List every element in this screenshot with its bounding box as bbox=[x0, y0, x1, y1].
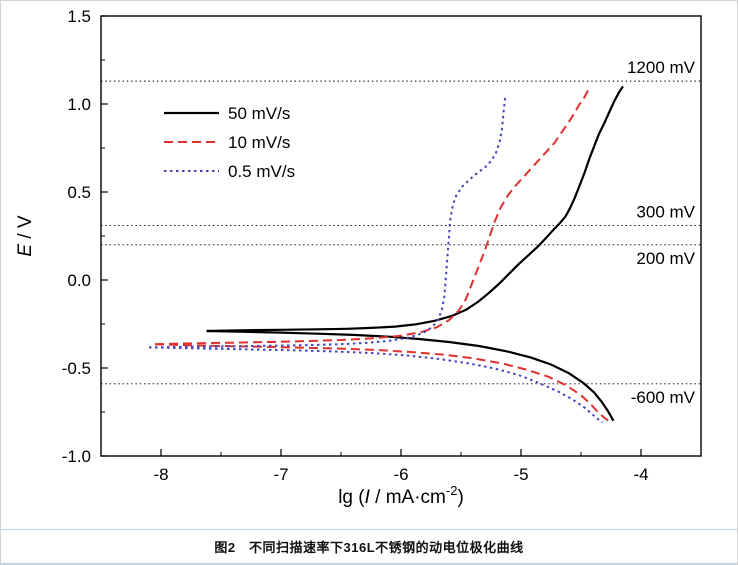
legend-label: 50 mV/s bbox=[228, 104, 290, 123]
series-line-50-mv-s bbox=[206, 85, 624, 333]
plot-frame bbox=[100, 15, 702, 457]
y-tick-label: 1.5 bbox=[67, 7, 91, 26]
figure-caption-band: 图2 不同扫描速率下316L不锈钢的动电位极化曲线 bbox=[1, 529, 737, 564]
x-tick-label: -5 bbox=[513, 465, 528, 484]
y-tick-label: -1.0 bbox=[62, 447, 91, 466]
reference-label: 200 mV bbox=[636, 249, 695, 268]
series-line-0.5-mv-s bbox=[148, 346, 604, 424]
x-tick-label: -8 bbox=[153, 465, 168, 484]
reference-label: 1200 mV bbox=[627, 58, 696, 77]
y-axis-label: E / V bbox=[15, 215, 36, 257]
y-tick-label: -0.5 bbox=[62, 359, 91, 378]
x-tick-label: -4 bbox=[633, 465, 648, 484]
series-line-50-mv-s bbox=[206, 329, 615, 422]
x-tick-label: -7 bbox=[273, 465, 288, 484]
x-axis-label: lg (I / mA·cm-2) bbox=[338, 483, 464, 508]
reference-label: 300 mV bbox=[636, 202, 695, 221]
y-tick-label: 0.5 bbox=[67, 183, 91, 202]
x-tick-label: -6 bbox=[393, 465, 408, 484]
chart-area: 1200 mV 300 mV 200 mV -600 mV -8 -7 -6 -5 -4 -1.0… bbox=[1, 1, 737, 529]
polarization-chart: 1200 mV 300 mV 200 mV -600 mV -8 -7 -6 -5 -4 -1.0… bbox=[15, 7, 702, 508]
legend-label: 10 mV/s bbox=[228, 133, 290, 152]
series-line-0.5-mv-s bbox=[148, 95, 507, 349]
legend-label: 0.5 mV/s bbox=[228, 162, 295, 181]
y-tick-label: 1.0 bbox=[67, 95, 91, 114]
reference-label: -600 mV bbox=[631, 388, 696, 407]
series-line-10-mv-s bbox=[154, 343, 610, 422]
figure-caption: 图2 不同扫描速率下316L不锈钢的动电位极化曲线 bbox=[214, 540, 524, 555]
series-line-10-mv-s bbox=[154, 89, 590, 346]
y-tick-label: 0.0 bbox=[67, 271, 91, 290]
